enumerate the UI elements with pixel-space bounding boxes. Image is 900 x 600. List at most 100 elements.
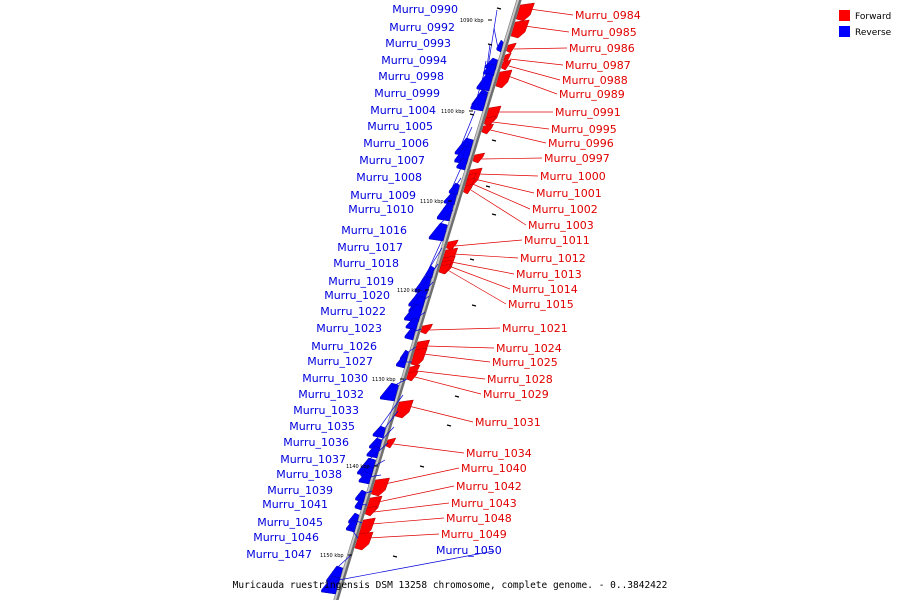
- reverse-gene-label[interactable]: Murru_1023: [316, 322, 382, 335]
- forward-gene-label[interactable]: Murru_1014: [512, 283, 578, 296]
- map-caption: Muricauda ruestringensis DSM 13258 chrom…: [233, 580, 668, 591]
- forward-gene-label[interactable]: Murru_1031: [475, 416, 541, 429]
- reverse-gene-block-murru-0994: [476, 72, 494, 92]
- forward-gene-label[interactable]: Murru_1011: [524, 234, 590, 247]
- minor-feature-tick: [485, 185, 491, 188]
- forward-gene-label[interactable]: Murru_1048: [446, 512, 512, 525]
- reverse-gene-label[interactable]: Murru_1047: [246, 548, 312, 561]
- reverse-gene-label[interactable]: Murru_1007: [359, 154, 425, 167]
- forward-gene-label[interactable]: Murru_1021: [502, 322, 568, 335]
- reverse-gene-label[interactable]: Murru_0990: [392, 3, 458, 16]
- reverse-gene-label[interactable]: Murru_1009: [350, 189, 416, 202]
- forward-gene-block-murru-0986: [506, 42, 517, 54]
- reverse-gene-connector: [407, 328, 422, 335]
- reverse-gene-label[interactable]: Murru_1016: [341, 224, 407, 237]
- reverse-gene-label[interactable]: Murru_1032: [298, 388, 364, 401]
- reverse-gene-label[interactable]: Murru_1008: [356, 171, 422, 184]
- reverse-gene-label[interactable]: Murru_1005: [367, 120, 433, 133]
- reverse-gene-block-murru-1005: [454, 145, 472, 165]
- reverse-gene-connector: [420, 247, 443, 283]
- reverse-gene-label[interactable]: Murru_1046: [253, 531, 319, 544]
- reverse-gene-label[interactable]: Murru_1010: [348, 203, 414, 216]
- reverse-gene-label[interactable]: Murru_1030: [302, 372, 368, 385]
- reverse-gene-label[interactable]: Murru_1036: [283, 436, 349, 449]
- forward-gene-connector: [378, 485, 455, 503]
- forward-gene-label[interactable]: Murru_1040: [461, 462, 527, 475]
- forward-gene-label[interactable]: Murru_1042: [456, 480, 522, 493]
- reverse-gene-label[interactable]: Murru_0999: [374, 87, 440, 100]
- forward-gene-connector: [490, 129, 547, 144]
- reverse-gene-label[interactable]: Murru_1038: [276, 468, 342, 481]
- reverse-gene-label[interactable]: Murru_1037: [280, 453, 346, 466]
- gene-labels: Murru_0990 Murru_0992 Murru_0993 Murru_0994…: [246, 3, 641, 583]
- reverse-gene-connector: [410, 295, 430, 311]
- reverse-gene-connector: [461, 110, 476, 145]
- reverse-gene-label[interactable]: Murru_1039: [267, 484, 333, 497]
- forward-gene-label[interactable]: Murru_1034: [466, 447, 532, 460]
- forward-gene-connector: [416, 370, 486, 380]
- minor-feature-tick: [392, 555, 398, 558]
- reverse-gene-label[interactable]: Murru_1026: [311, 340, 377, 353]
- reverse-gene-label[interactable]: Murru_1022: [320, 305, 386, 318]
- reverse-gene-connector: [477, 76, 484, 97]
- forward-gene-label[interactable]: Murru_1029: [483, 388, 549, 401]
- reverse-gene-connector: [442, 195, 456, 210]
- forward-gene-label[interactable]: Murru_1049: [441, 528, 507, 541]
- forward-gene-label[interactable]: Murru_0984: [575, 9, 641, 22]
- forward-gene-block-murru-0985: [510, 19, 530, 39]
- forward-gene-label[interactable]: Murru_1013: [516, 268, 582, 281]
- forward-gene-connector: [393, 443, 465, 454]
- forward-gene-label[interactable]: Murru_1001: [536, 187, 602, 200]
- reverse-gene-label[interactable]: Murru_1019: [328, 275, 394, 288]
- reverse-gene-connector: [476, 93, 480, 100]
- forward-gene-label[interactable]: Murru_1015: [508, 298, 574, 311]
- forward-gene-label[interactable]: Murru_1002: [532, 203, 598, 216]
- reverse-gene-label[interactable]: Murru_1033: [293, 404, 359, 417]
- reverse-gene-connector: [401, 346, 417, 357]
- minor-feature-tick: [491, 213, 497, 216]
- forward-gene-label[interactable]: Murru_0995: [551, 123, 617, 136]
- reverse-gene-label[interactable]: Murru_1027: [307, 355, 373, 368]
- forward-gene-label[interactable]: Murru_0985: [571, 26, 637, 39]
- reverse-gene-label[interactable]: Murru_1045: [257, 516, 323, 529]
- reverse-gene-label[interactable]: Murru_0998: [378, 70, 444, 83]
- forward-gene-block-murru-1049: [354, 531, 374, 551]
- forward-gene-label[interactable]: Murru_1000: [540, 170, 606, 183]
- forward-gene-label[interactable]: Murru_1028: [487, 373, 553, 386]
- reverse-gene-label[interactable]: Murru_1020: [324, 289, 390, 302]
- reverse-gene-label[interactable]: Murru_1035: [289, 420, 355, 433]
- forward-gene-label[interactable]: Murru_0989: [559, 88, 625, 101]
- forward-gene-connector: [448, 265, 511, 290]
- forward-gene-connector: [474, 178, 535, 194]
- reverse-gene-label[interactable]: Murru_1018: [333, 257, 399, 270]
- forward-gene-label[interactable]: Murru_0988: [562, 74, 628, 87]
- reverse-gene-label[interactable]: Murru_1004: [370, 104, 436, 117]
- reverse-gene-block-murru-0992: [496, 39, 504, 53]
- forward-gene-label[interactable]: Murru_1025: [492, 356, 558, 369]
- reverse-gene-label[interactable]: Murru_1050: [436, 544, 502, 557]
- reverse-gene-connector: [372, 410, 399, 445]
- reverse-gene-label[interactable]: Murru_0994: [381, 54, 447, 67]
- reverse-gene-connector: [350, 518, 363, 524]
- reverse-gene-connector: [486, 43, 491, 71]
- forward-gene-block-murru-1003: [463, 183, 474, 195]
- forward-gene-label[interactable]: Murru_1003: [528, 219, 594, 232]
- reverse-gene-connector: [348, 525, 359, 539]
- forward-gene-block-murru-1040: [371, 477, 390, 497]
- reverse-gene-label[interactable]: Murru_1017: [337, 241, 403, 254]
- forward-gene-connector: [429, 327, 501, 331]
- reverse-gene-label[interactable]: Murru_1041: [262, 498, 328, 511]
- forward-gene-label[interactable]: Murru_1043: [451, 497, 517, 510]
- reverse-gene-label[interactable]: Murru_0992: [389, 21, 455, 34]
- forward-gene-label[interactable]: Murru_0997: [544, 152, 610, 165]
- forward-gene-label[interactable]: Murru_0986: [569, 42, 635, 55]
- reverse-gene-label[interactable]: Murru_0993: [385, 37, 451, 50]
- forward-gene-label[interactable]: Murru_0987: [565, 59, 631, 72]
- forward-gene-connector: [454, 239, 523, 247]
- reverse-gene-label[interactable]: Murru_1006: [363, 137, 429, 150]
- forward-gene-label[interactable]: Murru_0996: [548, 137, 614, 150]
- forward-gene-label[interactable]: Murru_1024: [496, 342, 562, 355]
- forward-gene-label[interactable]: Murru_1012: [520, 252, 586, 265]
- forward-gene-label[interactable]: Murru_0991: [555, 106, 621, 119]
- forward-gene-connector: [384, 467, 460, 485]
